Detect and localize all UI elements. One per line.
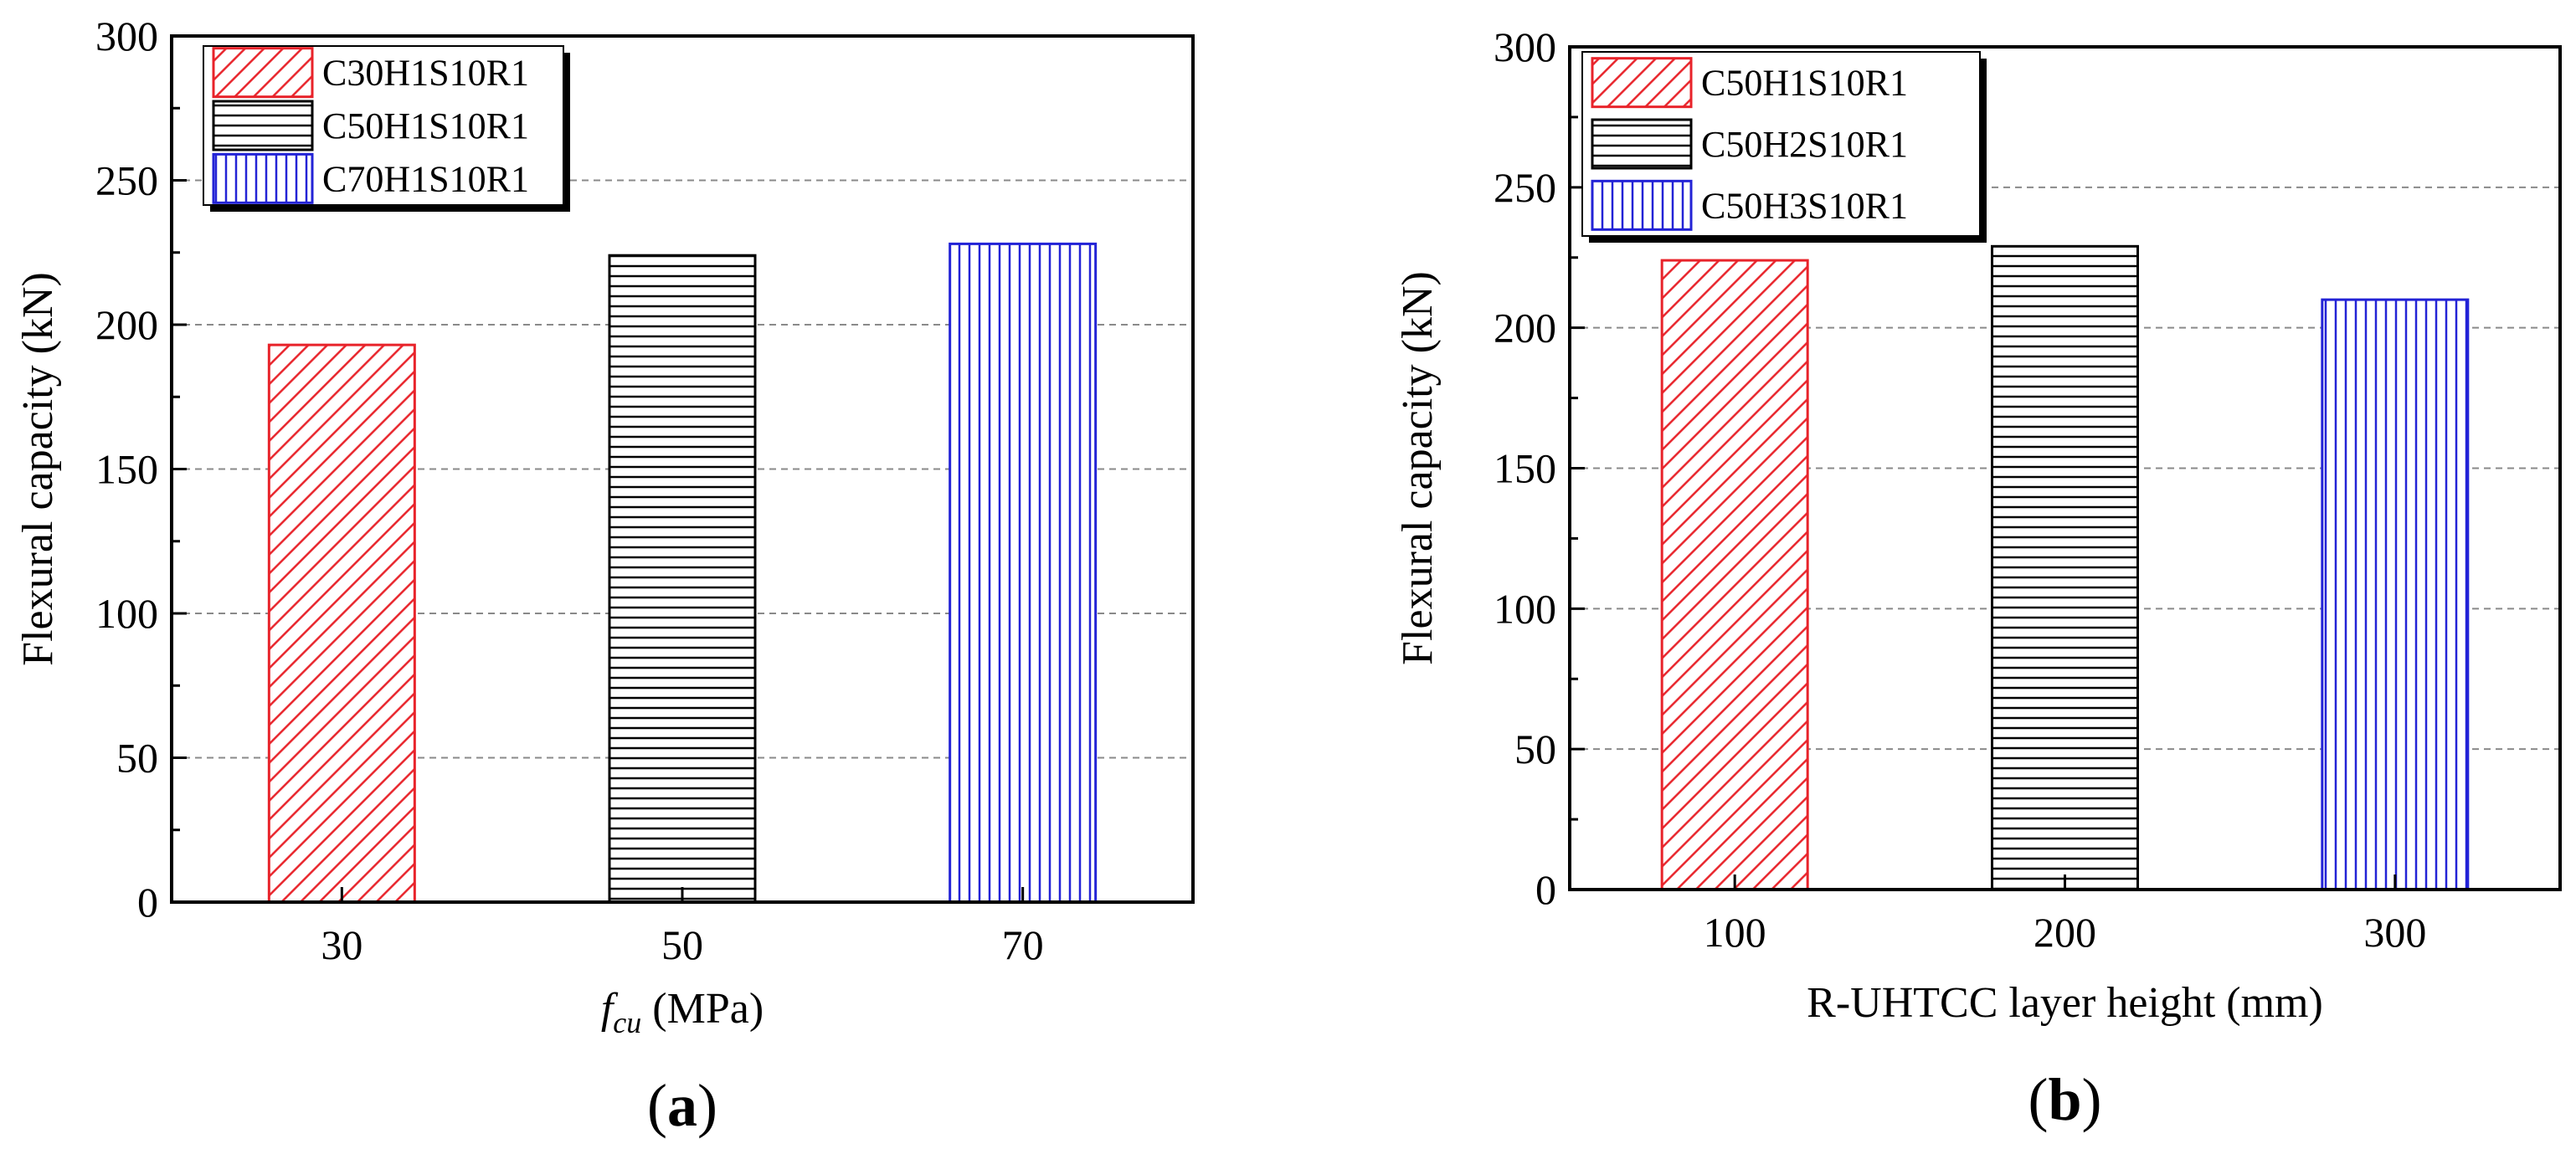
legend-entry: C50H1S10R1 bbox=[1701, 63, 1908, 104]
x-tick-label: 100 bbox=[1704, 909, 1766, 956]
legend-swatch bbox=[212, 47, 314, 99]
x-tick-label: 300 bbox=[2363, 909, 2426, 956]
y-tick-label: 250 bbox=[95, 157, 158, 204]
y-tick-label: 100 bbox=[95, 590, 158, 637]
panel-label-open: ( bbox=[647, 1072, 667, 1139]
y-tick-label: 150 bbox=[1494, 445, 1556, 492]
legend-entry: C50H3S10R1 bbox=[1701, 185, 1908, 226]
x-axis-title-unit: R-UHTCC layer height (mm) bbox=[1807, 979, 2323, 1027]
y-tick-label: 200 bbox=[95, 301, 158, 348]
y-tick-label: 0 bbox=[1535, 866, 1556, 913]
legend-swatch bbox=[1591, 179, 1693, 231]
legend-swatch bbox=[212, 100, 314, 151]
x-tick-label: 200 bbox=[2034, 909, 2096, 956]
legend-entry: C70H1S10R1 bbox=[322, 158, 529, 199]
x-axis-title: R-UHTCC layer height (mm) bbox=[1807, 979, 2323, 1027]
bar-200 bbox=[1991, 244, 2139, 891]
bar-100 bbox=[1660, 259, 1809, 891]
y-tick-label: 0 bbox=[137, 879, 158, 926]
x-axis-title-subscript: cu bbox=[613, 1006, 641, 1039]
y-tick-label: 100 bbox=[1494, 585, 1556, 632]
y-tick-label: 300 bbox=[1494, 23, 1556, 70]
legend: C30H1S10R1 C50H1S10R1 C70H1S10R1 bbox=[203, 45, 570, 212]
x-tick-label: 30 bbox=[321, 921, 362, 968]
legend-swatch bbox=[1591, 118, 1693, 170]
y-tick-label: 300 bbox=[95, 13, 158, 59]
x-axis-title: fcu (MPa) bbox=[601, 985, 764, 1039]
y-tick-label: 150 bbox=[95, 446, 158, 493]
panel-label-a: (a) bbox=[647, 1072, 717, 1139]
bar-30 bbox=[267, 343, 416, 904]
legend-entry: C50H2S10R1 bbox=[1701, 124, 1908, 165]
legend-entry: C30H1S10R1 bbox=[322, 53, 529, 94]
legend-swatch bbox=[212, 152, 314, 204]
bars bbox=[267, 242, 1098, 904]
panel-label-b: (b) bbox=[2028, 1066, 2101, 1133]
y-tick-label: 50 bbox=[1514, 726, 1556, 772]
y-axis-title: Flexural capacity (kN) bbox=[14, 272, 62, 666]
panel-label-open: ( bbox=[2028, 1066, 2048, 1133]
y-tick-label: 250 bbox=[1494, 164, 1556, 211]
axis-ticks: 0 50 100 150 200 250 300 30 50 70 bbox=[95, 13, 1044, 968]
legend-swatch bbox=[1591, 57, 1693, 109]
bars bbox=[1660, 244, 2470, 891]
x-tick-label: 50 bbox=[661, 921, 703, 968]
y-tick-label: 200 bbox=[1494, 305, 1556, 351]
y-tick-label: 50 bbox=[116, 735, 158, 782]
axis-ticks: 0 50 100 150 200 250 300 100 200 300 bbox=[1494, 23, 2426, 956]
legend: C50H1S10R1 C50H2S10R1 C50H3S10R1 bbox=[1581, 51, 1987, 243]
bar-70 bbox=[949, 242, 1098, 904]
chart-panel-a: 0 50 100 150 200 250 300 30 50 70 C30H1S10R1 C50H1… bbox=[14, 13, 1195, 1139]
y-axis-title: Flexural capacity (kN) bbox=[1394, 271, 1442, 665]
panel-label-close: ) bbox=[697, 1072, 717, 1139]
panel-label-close: ) bbox=[2082, 1066, 2102, 1133]
x-tick-label: 70 bbox=[1002, 921, 1044, 968]
panel-label-letter: a bbox=[667, 1072, 697, 1139]
x-axis-title-unit: (MPa) bbox=[641, 985, 764, 1033]
panel-label-letter: b bbox=[2048, 1066, 2081, 1133]
bar-50 bbox=[608, 254, 757, 904]
legend-entry: C50H1S10R1 bbox=[322, 105, 529, 146]
bar-300 bbox=[2321, 298, 2470, 891]
